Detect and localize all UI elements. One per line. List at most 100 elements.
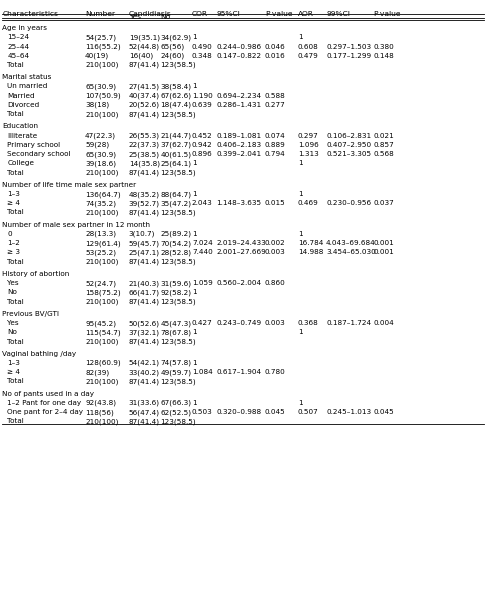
Text: 7.440: 7.440 <box>192 249 213 256</box>
Text: 1–2 Pant for one day: 1–2 Pant for one day <box>7 400 82 406</box>
Text: 56(47.4): 56(47.4) <box>129 409 160 415</box>
Text: 95%CI: 95%CI <box>216 11 240 17</box>
Text: 16(40): 16(40) <box>129 53 153 59</box>
Text: 0.469: 0.469 <box>298 200 319 206</box>
Text: 0.045: 0.045 <box>374 409 395 415</box>
Text: 74(35.2): 74(35.2) <box>85 200 116 207</box>
Text: 1: 1 <box>192 231 197 237</box>
Text: 1: 1 <box>298 231 303 237</box>
Text: 28(52.8): 28(52.8) <box>160 249 191 256</box>
Text: 0.106–2.831: 0.106–2.831 <box>326 132 371 139</box>
Text: Candidiasis: Candidiasis <box>129 11 172 17</box>
Text: 118(56): 118(56) <box>85 409 114 415</box>
Text: 18(47.4): 18(47.4) <box>160 102 191 108</box>
Text: 0.348: 0.348 <box>192 53 213 59</box>
Text: 25(38.5): 25(38.5) <box>129 151 160 157</box>
Text: 0.003: 0.003 <box>265 249 286 256</box>
Text: 1–3: 1–3 <box>7 360 20 366</box>
Text: 49(59.7): 49(59.7) <box>160 369 191 375</box>
Text: 1: 1 <box>192 329 197 336</box>
Text: 0.399–2.041: 0.399–2.041 <box>216 151 261 157</box>
Text: 40(19): 40(19) <box>85 53 109 59</box>
Text: 123(58.5): 123(58.5) <box>160 111 196 117</box>
Text: Total: Total <box>7 418 24 424</box>
Text: Total: Total <box>7 169 24 176</box>
Text: 0.002: 0.002 <box>265 240 286 246</box>
Text: 0.147–0.822: 0.147–0.822 <box>216 53 261 59</box>
Text: 21(40.3): 21(40.3) <box>129 280 160 287</box>
Text: 0: 0 <box>7 231 12 237</box>
Text: 0.560–2.004: 0.560–2.004 <box>216 280 261 286</box>
Text: 50(52.6): 50(52.6) <box>129 320 160 327</box>
Text: 0.380: 0.380 <box>374 44 395 49</box>
Text: 35(47.2): 35(47.2) <box>160 200 191 207</box>
Text: 39(18.6): 39(18.6) <box>85 160 116 167</box>
Text: 0.046: 0.046 <box>265 44 286 49</box>
Text: Total: Total <box>7 62 24 68</box>
Text: Education: Education <box>2 123 38 129</box>
Text: 52(44.8): 52(44.8) <box>129 44 160 50</box>
Text: 210(100): 210(100) <box>85 259 119 265</box>
Text: 16.784: 16.784 <box>298 240 323 246</box>
Text: 47(22.3): 47(22.3) <box>85 132 116 139</box>
Text: 25–44: 25–44 <box>7 44 30 49</box>
Text: 22(37.3): 22(37.3) <box>129 142 160 148</box>
Text: 0.452: 0.452 <box>192 132 213 139</box>
Text: Total: Total <box>7 209 24 216</box>
Text: 123(58.5): 123(58.5) <box>160 299 196 305</box>
Text: 0.245–1.013: 0.245–1.013 <box>326 409 371 415</box>
Text: 2.001–27.669: 2.001–27.669 <box>216 249 266 256</box>
Text: 1–3: 1–3 <box>7 191 20 197</box>
Text: 53(25.2): 53(25.2) <box>85 249 116 256</box>
Text: 45–64: 45–64 <box>7 53 30 59</box>
Text: Yes: Yes <box>7 280 19 286</box>
Text: 0.896: 0.896 <box>192 151 213 157</box>
Text: 0.780: 0.780 <box>265 369 286 375</box>
Text: 24(60): 24(60) <box>160 53 185 59</box>
Text: ≥ 4: ≥ 4 <box>7 369 20 375</box>
Text: 0.074: 0.074 <box>265 132 286 139</box>
Text: 1: 1 <box>192 360 197 366</box>
Text: 0.297: 0.297 <box>298 132 319 139</box>
Text: 65(30.9): 65(30.9) <box>85 151 116 157</box>
Text: 74(57.8): 74(57.8) <box>160 360 191 367</box>
Text: No: No <box>160 14 171 20</box>
Text: 210(100): 210(100) <box>85 378 119 385</box>
Text: 59(28): 59(28) <box>85 142 109 148</box>
Text: 54(25.7): 54(25.7) <box>85 34 116 41</box>
Text: 0.479: 0.479 <box>298 53 319 59</box>
Text: Marital status: Marital status <box>2 74 52 80</box>
Text: Yes: Yes <box>129 14 141 20</box>
Text: 1: 1 <box>192 34 197 41</box>
Text: 0.568: 0.568 <box>374 151 395 157</box>
Text: Un married: Un married <box>7 83 48 89</box>
Text: 52(24.7): 52(24.7) <box>85 280 116 287</box>
Text: Vaginal bathing /day: Vaginal bathing /day <box>2 350 77 357</box>
Text: 123(58.5): 123(58.5) <box>160 169 196 176</box>
Text: 3(10.7): 3(10.7) <box>129 231 155 237</box>
Text: 107(50.9): 107(50.9) <box>85 92 121 99</box>
Text: 39(52.7): 39(52.7) <box>129 200 160 207</box>
Text: 128(60.9): 128(60.9) <box>85 360 121 367</box>
Text: 65(30.9): 65(30.9) <box>85 83 116 90</box>
Text: 82(39): 82(39) <box>85 369 109 375</box>
Text: 25(47.1): 25(47.1) <box>129 249 160 256</box>
Text: 31(33.6): 31(33.6) <box>129 400 160 406</box>
Text: 1: 1 <box>298 329 303 336</box>
Text: No: No <box>7 289 17 296</box>
Text: 48(35.2): 48(35.2) <box>129 191 160 197</box>
Text: 0.286–1.431: 0.286–1.431 <box>216 102 261 108</box>
Text: 0.244–0.986: 0.244–0.986 <box>216 44 261 49</box>
Text: 210(100): 210(100) <box>85 111 119 117</box>
Text: 1: 1 <box>298 191 303 197</box>
Text: 88(64.7): 88(64.7) <box>160 191 191 197</box>
Text: P-value: P-value <box>374 11 401 17</box>
Text: 0.588: 0.588 <box>265 92 286 99</box>
Text: 31(59.6): 31(59.6) <box>160 280 191 287</box>
Text: 0.320–0.988: 0.320–0.988 <box>216 409 261 415</box>
Text: Total: Total <box>7 259 24 265</box>
Text: 19(35.1): 19(35.1) <box>129 34 160 41</box>
Text: 21(44.7): 21(44.7) <box>160 132 191 139</box>
Text: 0.189–1.081: 0.189–1.081 <box>216 132 261 139</box>
Text: 123(58.5): 123(58.5) <box>160 378 196 385</box>
